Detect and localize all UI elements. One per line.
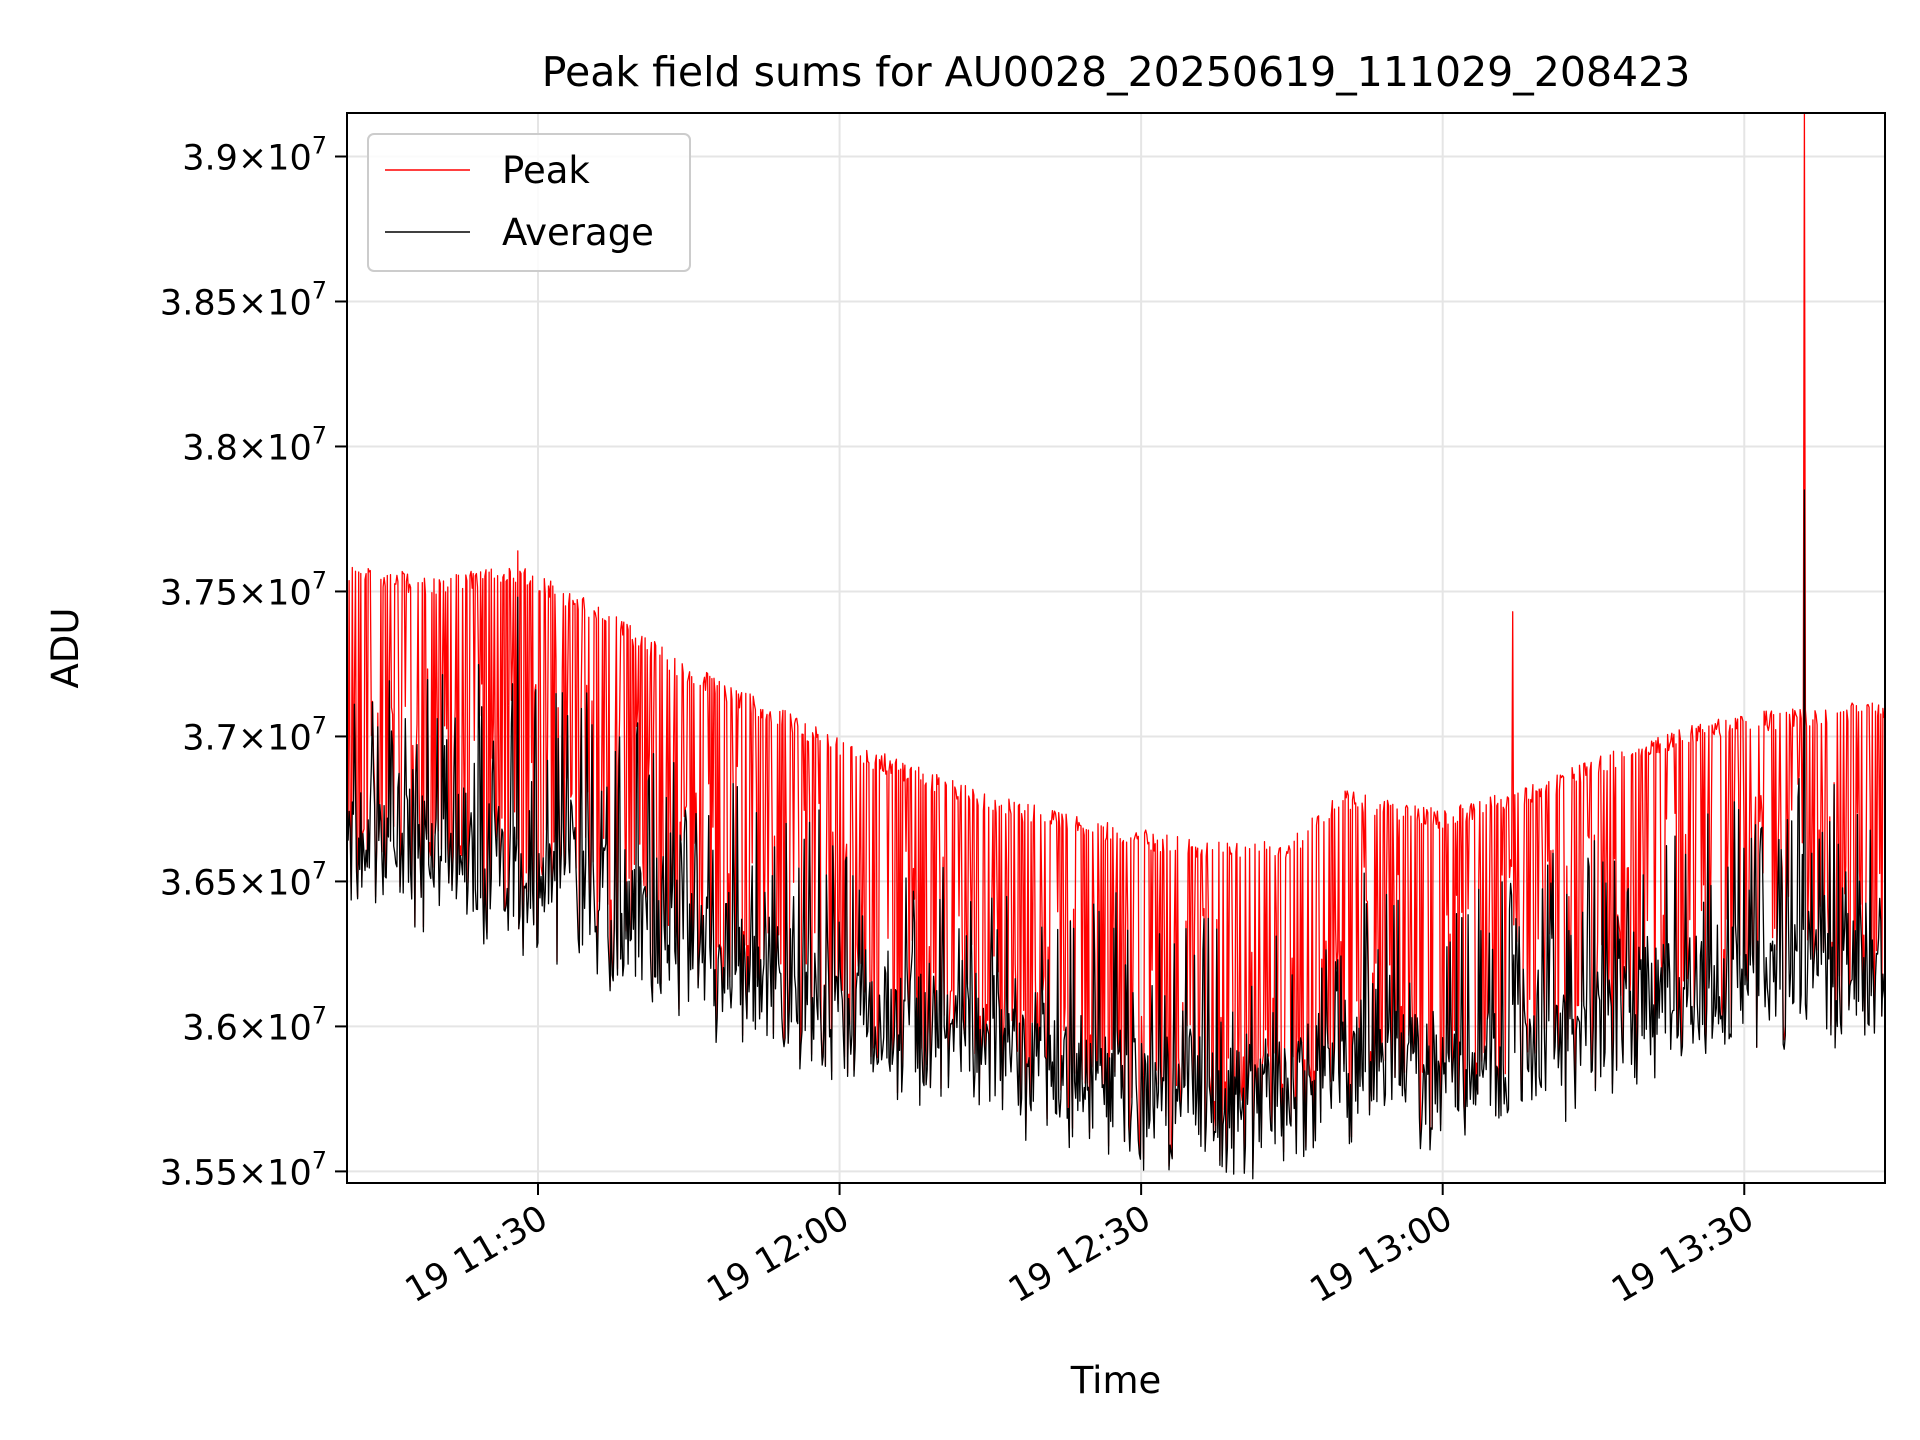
legend-frame: [367, 133, 691, 272]
series-line-average: [347, 489, 1885, 1180]
y-axis: 3.55×107 3.6×107 3.65×107 3.7×107 3.75×107 3.…: [160, 131, 347, 1193]
y-tick-label: 3.55×107: [160, 1146, 327, 1193]
y-tick-label: 3.65×107: [160, 856, 327, 903]
y-tick-label: 3.7×107: [182, 711, 327, 758]
legend-label: Average: [502, 211, 654, 254]
plot-frame: [346, 112, 1886, 1184]
y-axis-label: ADU: [44, 608, 87, 689]
x-axis-label: Time: [1070, 1359, 1162, 1402]
y-tick-label: 3.75×107: [160, 566, 327, 613]
y-tick-label: 3.6×107: [182, 1001, 327, 1048]
y-tick-label: 3.85×107: [160, 276, 327, 323]
y-tick-label: 3.9×107: [182, 131, 327, 178]
series-layer: [347, 113, 1885, 1180]
y-tick-label: 3.8×107: [182, 421, 327, 468]
chart-title: Peak field sums for AU0028_20250619_1110…: [542, 48, 1691, 96]
legend-label: Peak: [502, 149, 590, 192]
legend: Peak Average: [367, 133, 691, 272]
